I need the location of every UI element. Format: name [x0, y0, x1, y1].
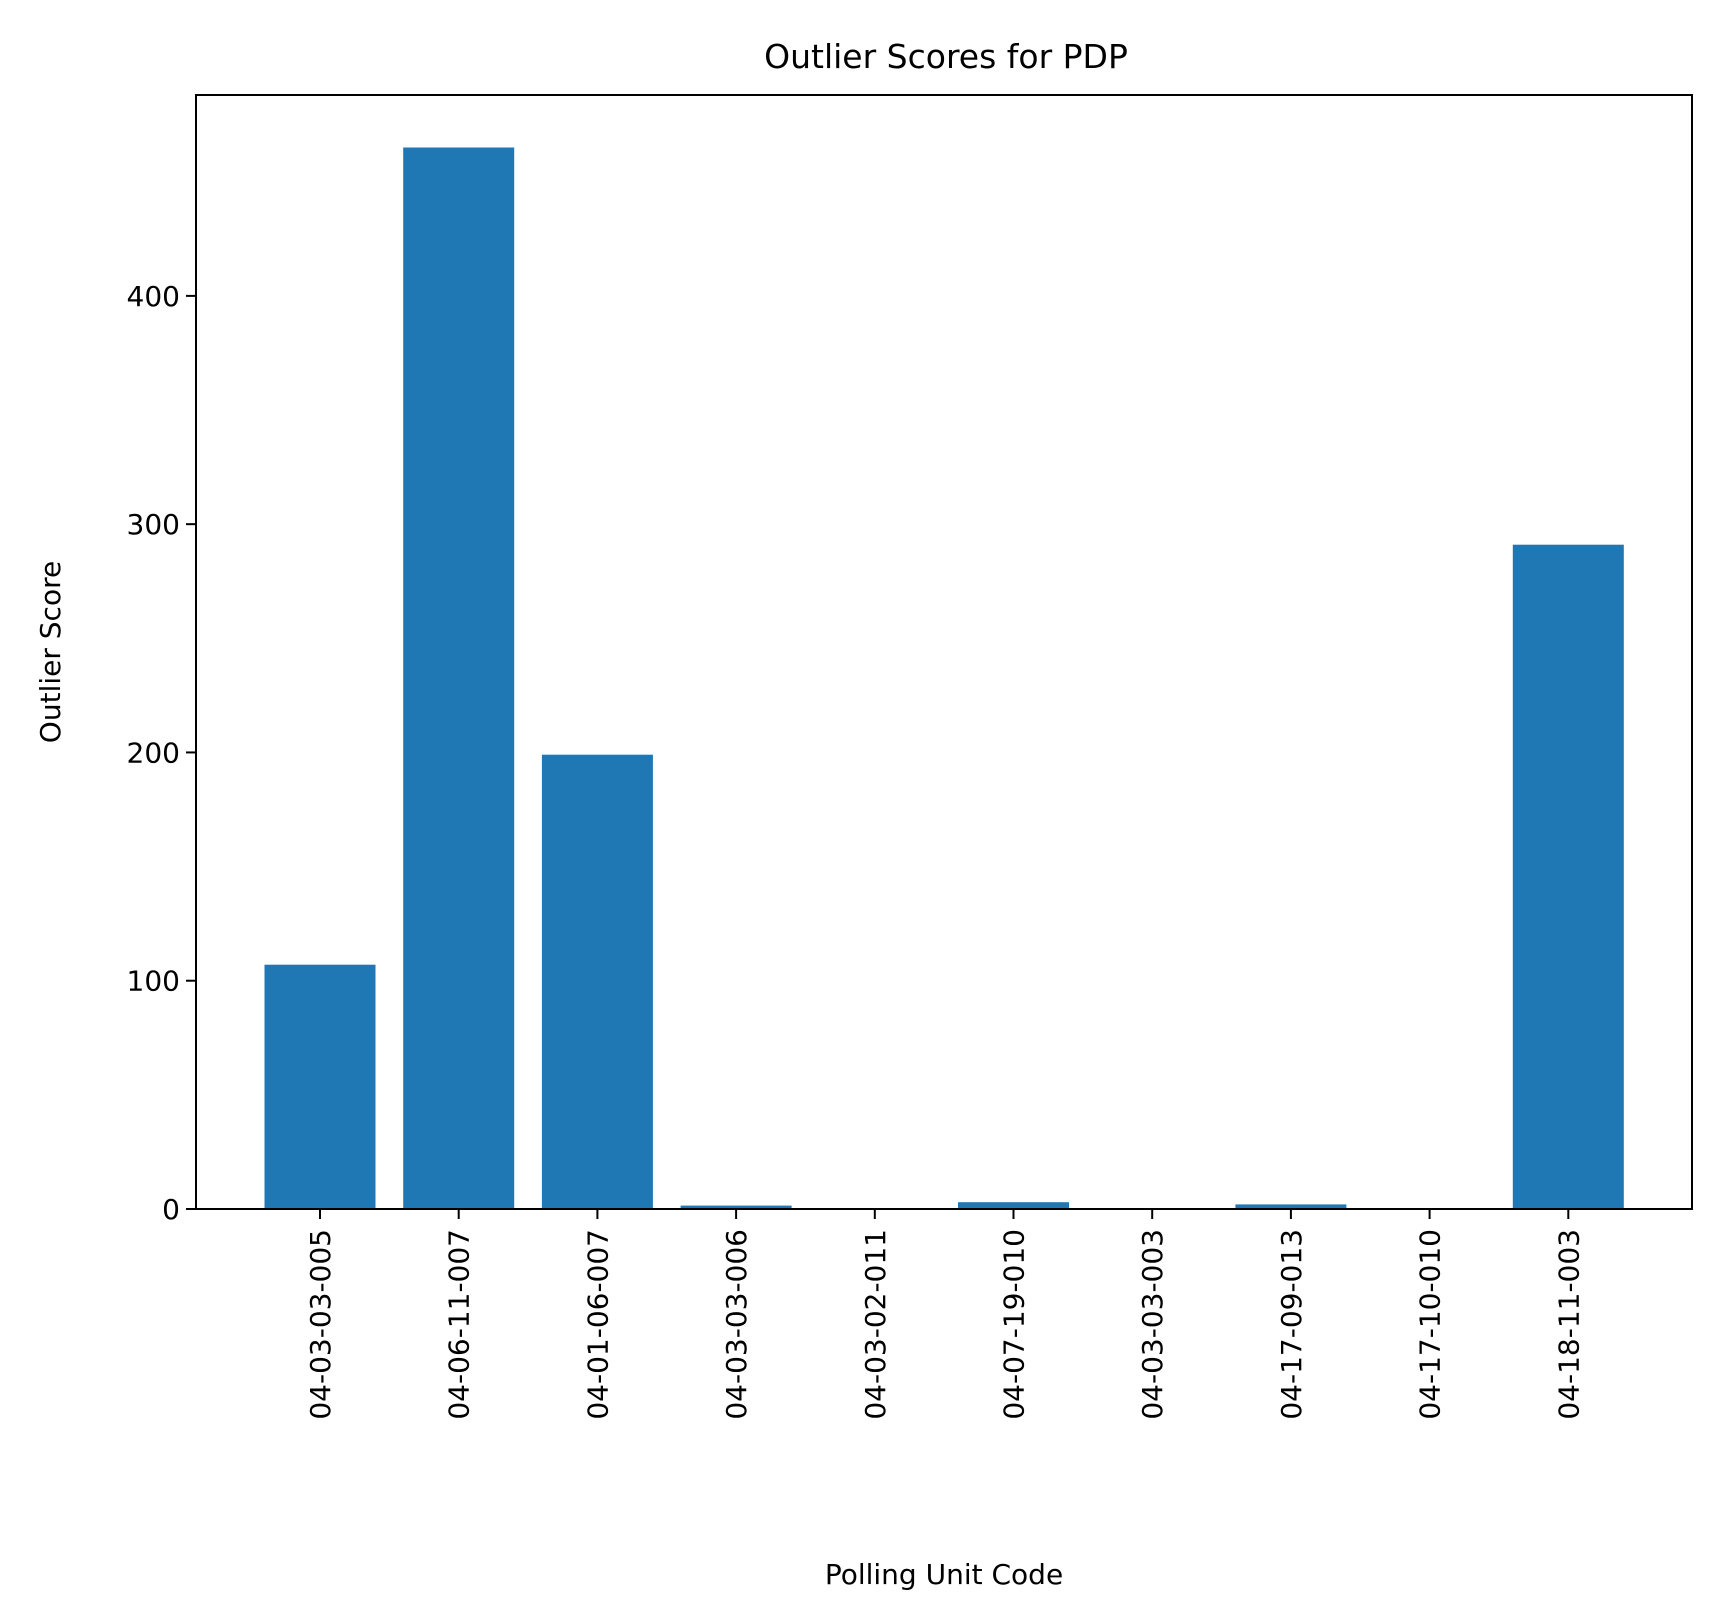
y-axis-label: Outlier Score — [34, 561, 67, 743]
bar-04-03-03-006 — [680, 1205, 792, 1209]
x-tick-label: 04-17-10-010 — [1414, 1229, 1447, 1420]
bars-group — [264, 147, 1624, 1209]
x-tick-label: 04-17-09-013 — [1275, 1229, 1308, 1420]
y-tick-label: 200 — [127, 736, 180, 769]
x-axis-label: Polling Unit Code — [825, 1558, 1063, 1591]
x-tick-label: 04-18-11-003 — [1552, 1229, 1585, 1420]
x-tick-label: 04-03-03-006 — [720, 1229, 753, 1420]
x-tick-label: 04-03-02-011 — [859, 1229, 892, 1420]
x-tick-label: 04-03-03-005 — [304, 1229, 337, 1420]
x-tick-label: 04-06-11-007 — [443, 1229, 476, 1420]
y-axis-ticks: 0 100 200 300 400 — [127, 280, 196, 1226]
x-tick-label: 04-01-06-007 — [581, 1229, 614, 1420]
bar-04-01-06-007 — [541, 754, 653, 1209]
y-tick-label: 100 — [127, 965, 180, 998]
chart-title: Outlier Scores for PDP — [764, 37, 1128, 76]
bar-04-17-09-013 — [1235, 1204, 1347, 1209]
y-tick-label: 400 — [127, 280, 180, 313]
y-tick-label: 0 — [162, 1193, 180, 1226]
bar-04-06-11-007 — [403, 147, 515, 1209]
x-tick-label: 04-07-19-010 — [998, 1229, 1031, 1420]
x-axis-ticks: 04-03-03-005 04-06-11-007 04-01-06-007 04-0… — [304, 1209, 1585, 1420]
bar-04-03-03-005 — [264, 964, 376, 1209]
y-tick-label: 300 — [127, 508, 180, 541]
bar-04-07-19-010 — [958, 1202, 1069, 1209]
plot-frame — [195, 94, 1693, 1210]
bar-04-18-11-003 — [1512, 544, 1624, 1209]
x-tick-label: 04-03-03-003 — [1136, 1229, 1169, 1420]
